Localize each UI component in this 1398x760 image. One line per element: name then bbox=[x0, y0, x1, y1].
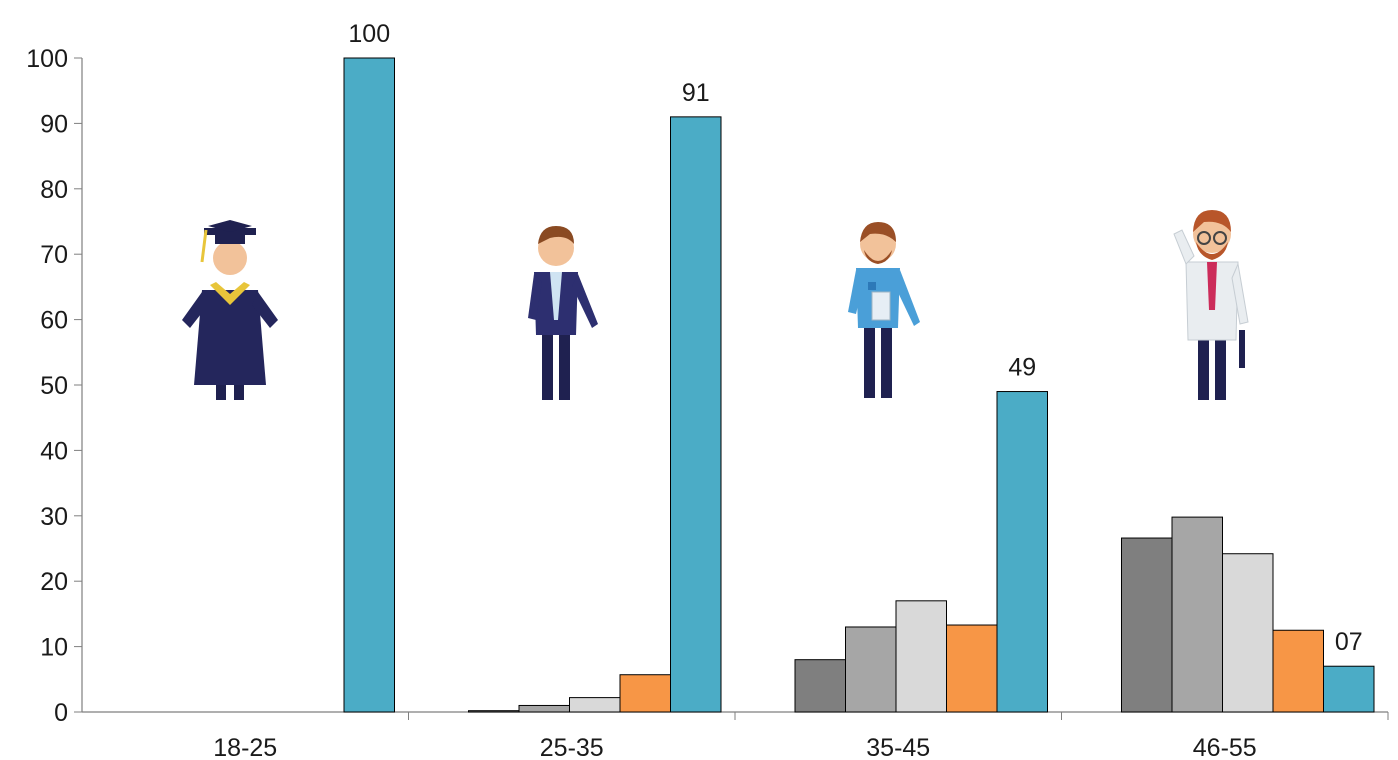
bar bbox=[670, 116, 722, 713]
y-tick-label: 0 bbox=[54, 699, 68, 727]
x-category-label: 18-25 bbox=[213, 734, 277, 760]
bar bbox=[1171, 516, 1223, 713]
data-label: 07 bbox=[1335, 628, 1363, 656]
x-axis-categories: 18-25 25-35 35-45 46-55 bbox=[213, 734, 1256, 760]
bar bbox=[794, 659, 846, 713]
data-label: 91 bbox=[682, 79, 710, 107]
data-labels: 100 91 49 07 bbox=[348, 20, 1362, 656]
y-tick-label: 90 bbox=[40, 110, 68, 138]
x-category-label: 25-35 bbox=[540, 734, 604, 760]
y-tick-label: 70 bbox=[40, 241, 68, 269]
bar bbox=[619, 674, 671, 713]
y-tick-label: 20 bbox=[40, 568, 68, 596]
bar bbox=[895, 600, 947, 713]
bar bbox=[1323, 665, 1375, 713]
bar bbox=[518, 704, 570, 713]
data-label: 49 bbox=[1008, 354, 1036, 382]
bar bbox=[946, 624, 998, 713]
bar bbox=[1121, 537, 1173, 713]
senior-professional-figure bbox=[1173, 210, 1249, 400]
bars bbox=[343, 57, 1375, 713]
y-tick-label: 80 bbox=[40, 176, 68, 204]
y-tick-label: 100 bbox=[26, 45, 68, 73]
x-category-label: 46-55 bbox=[1193, 734, 1257, 760]
graduate-figure bbox=[182, 220, 278, 400]
data-label: 100 bbox=[348, 20, 390, 48]
bar bbox=[343, 57, 395, 713]
illustrations bbox=[182, 210, 1249, 400]
bar bbox=[1222, 553, 1274, 713]
bar bbox=[569, 697, 621, 713]
young-professional-figure bbox=[528, 226, 598, 400]
casual-worker-figure bbox=[848, 222, 920, 398]
y-tick-label: 30 bbox=[40, 503, 68, 531]
bar bbox=[996, 391, 1048, 713]
bar bbox=[468, 710, 520, 713]
y-tick-label: 50 bbox=[40, 372, 68, 400]
y-tick-label: 10 bbox=[40, 634, 68, 662]
y-tick-label: 40 bbox=[40, 437, 68, 465]
x-category-label: 35-45 bbox=[866, 734, 930, 760]
y-tick-label: 60 bbox=[40, 307, 68, 335]
bar bbox=[845, 626, 897, 713]
y-axis-ticks: 0 10 20 30 40 50 60 70 80 90 100 bbox=[26, 45, 82, 727]
bar bbox=[1272, 629, 1324, 713]
